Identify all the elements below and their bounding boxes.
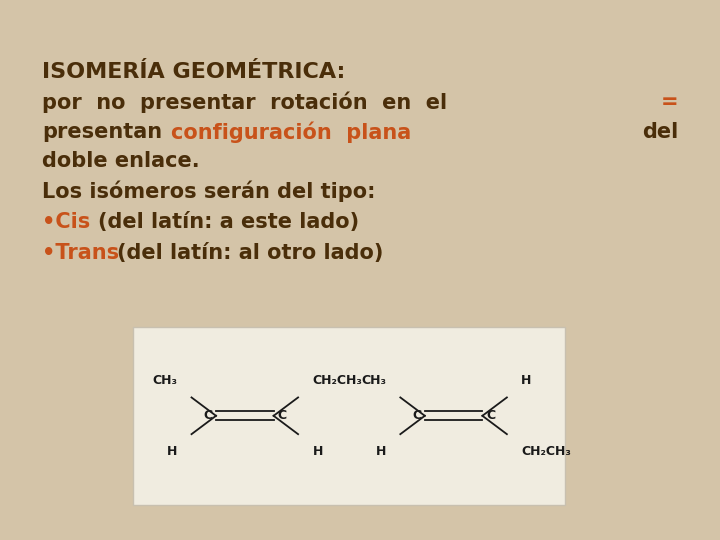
Text: H: H	[167, 445, 177, 458]
Text: CH₃: CH₃	[152, 374, 177, 387]
Text: CH₂CH₃: CH₂CH₃	[521, 445, 571, 458]
Text: CH₃: CH₃	[361, 374, 386, 387]
Text: presentan: presentan	[42, 122, 162, 141]
Text: •Trans: •Trans	[42, 243, 119, 263]
Text: H: H	[376, 445, 386, 458]
Text: C: C	[277, 409, 287, 422]
Text: C: C	[203, 409, 212, 422]
Text: Los isómeros serán del tipo:: Los isómeros serán del tipo:	[42, 181, 375, 202]
Text: ISOMERÍA GEOMÉTRICA:: ISOMERÍA GEOMÉTRICA:	[42, 62, 345, 82]
Text: del: del	[642, 122, 678, 141]
Text: configuración  plana: configuración plana	[171, 122, 412, 143]
Text: •Cis: •Cis	[42, 212, 90, 232]
Text: H: H	[521, 374, 531, 387]
Text: =: =	[661, 92, 678, 112]
Text: H: H	[312, 445, 323, 458]
Text: (del latín: al otro lado): (del latín: al otro lado)	[117, 243, 383, 263]
Text: (del latín: a este lado): (del latín: a este lado)	[98, 212, 359, 232]
Text: C: C	[486, 409, 495, 422]
Text: por  no  presentar  rotación  en  el: por no presentar rotación en el	[42, 92, 447, 113]
Bar	[133, 327, 565, 505]
Text: doble enlace.: doble enlace.	[42, 151, 199, 171]
Text: C: C	[412, 409, 421, 422]
Text: CH₂CH₃: CH₂CH₃	[312, 374, 362, 387]
